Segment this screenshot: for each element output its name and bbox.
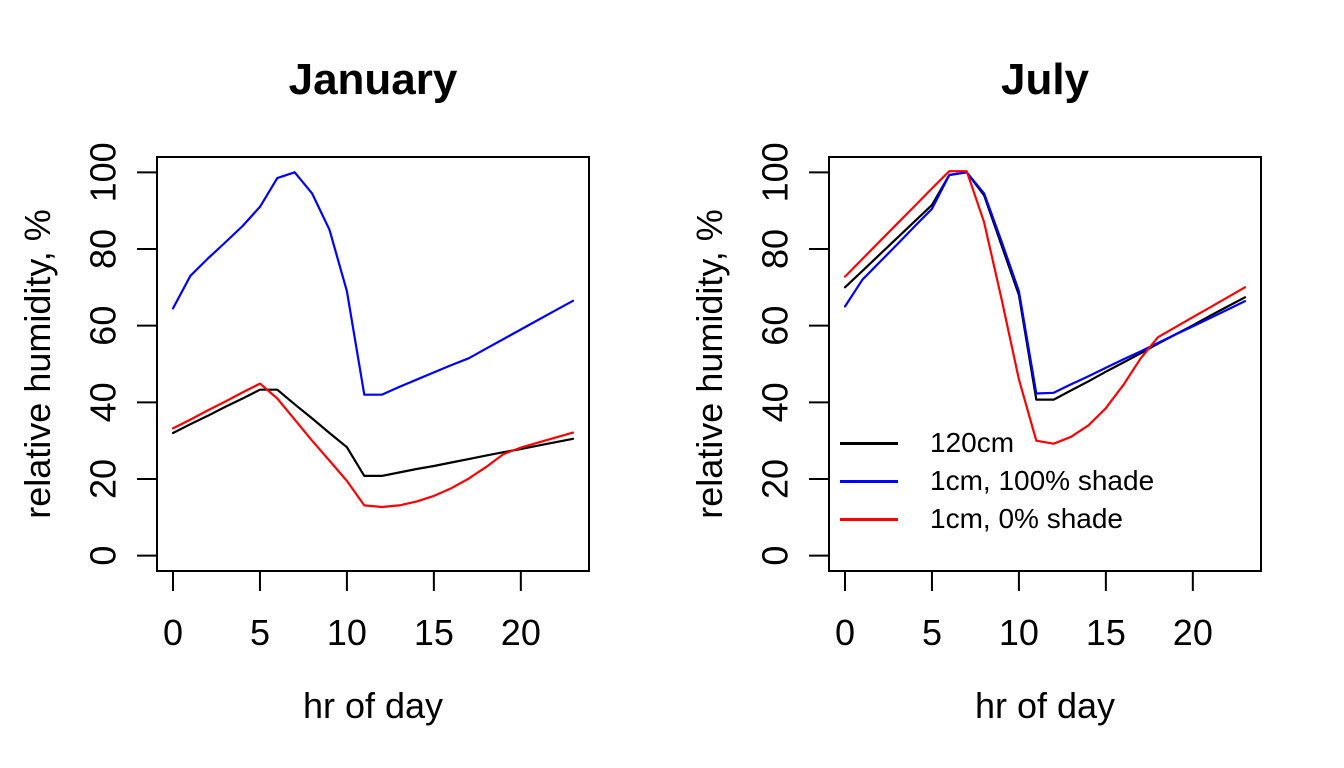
legend-label: 1cm, 0% shade (930, 503, 1123, 534)
y-axis-tick-label: 100 (83, 142, 124, 202)
series-line-1cm-0-shade (171, 382, 575, 509)
y-axis-tick-label: 80 (755, 229, 796, 269)
plot-box (828, 156, 1262, 572)
series-line-1cm-100-shade (171, 171, 575, 396)
legend-label: 1cm, 100% shade (930, 465, 1155, 496)
x-axis-tick-label: 5 (250, 612, 270, 653)
july-title: July (1000, 55, 1090, 104)
x-axis-tick-label: 15 (414, 612, 454, 653)
x-axis-tick-label: 0 (163, 612, 183, 653)
y-axis-tick-label: 100 (755, 142, 796, 202)
legend-item-120cm: 120cm (840, 424, 1154, 462)
series-line-1cm-0-shade (843, 170, 1247, 445)
january-x-axis-label: hr of day (302, 685, 444, 726)
january-y-axis-label: relative humidity, % (17, 209, 58, 519)
x-axis-tick-label: 15 (1086, 612, 1126, 653)
y-axis-tick-label: 60 (755, 306, 796, 346)
legend-item-1cm-0-shade: 1cm, 0% shade (840, 500, 1154, 538)
y-axis-tick-label: 0 (755, 546, 796, 566)
x-axis-tick-label: 0 (835, 612, 855, 653)
plot-box (156, 156, 590, 572)
series-line-120cm (843, 171, 1247, 401)
legend-line-swatch-black (840, 441, 898, 445)
y-axis-tick-label: 60 (83, 306, 124, 346)
legend-item-1cm-100-shade: 1cm, 100% shade (840, 462, 1154, 500)
y-axis-tick-label: 0 (83, 546, 124, 566)
x-axis-tick-label: 10 (999, 612, 1039, 653)
legend-line-swatch-red (840, 517, 898, 521)
y-axis-tick-label: 40 (83, 382, 124, 422)
x-axis-tick-label: 20 (501, 612, 541, 653)
y-axis-tick-label: 20 (755, 459, 796, 499)
legend-line-swatch-blue (840, 479, 898, 483)
y-axis-tick-label: 40 (755, 382, 796, 422)
y-axis-tick-label: 80 (83, 229, 124, 269)
series-line-120cm (171, 388, 575, 477)
legend-label: 120cm (930, 427, 1015, 458)
x-axis-tick-label: 10 (327, 612, 367, 653)
series-line-1cm-100-shade (843, 171, 1247, 395)
july-y-axis-label: relative humidity, % (689, 209, 730, 519)
x-axis-tick-label: 20 (1173, 612, 1213, 653)
july-x-axis-label: hr of day (974, 685, 1116, 726)
y-axis-tick-label: 20 (83, 459, 124, 499)
january-title: January (288, 55, 458, 104)
x-axis-tick-label: 5 (922, 612, 942, 653)
legend: 120cm 1cm, 100% shade 1cm, 0% shade (840, 424, 1154, 538)
